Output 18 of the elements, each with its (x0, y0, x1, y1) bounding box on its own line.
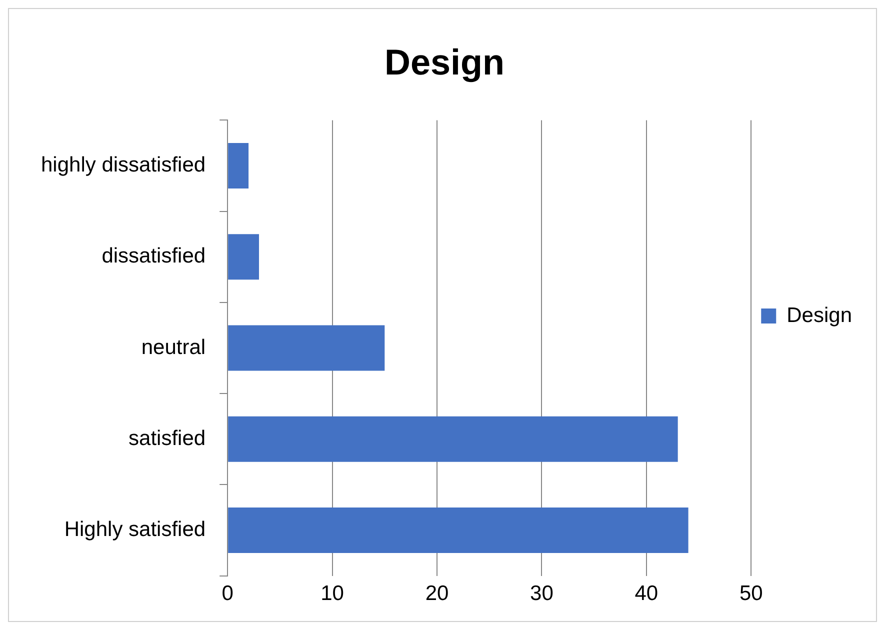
x-tick-label: 30 (530, 582, 554, 606)
x-tick-label: 40 (634, 582, 658, 606)
y-tick-label: dissatisfied (102, 244, 206, 268)
y-tick-label: neutral (141, 336, 206, 359)
chart-title: Design (384, 42, 505, 83)
y-tick-label: satisfied (128, 426, 206, 450)
bar (228, 325, 385, 371)
y-tick-label: Highly satisfied (64, 518, 206, 542)
bar (228, 142, 249, 189)
bar (228, 507, 688, 554)
y-tick-label: highly dissatisfied (40, 154, 206, 177)
legend-label: Design (786, 304, 852, 327)
x-tick-label: 20 (425, 582, 449, 606)
x-tick-label: 50 (739, 582, 763, 606)
x-tick-label: 10 (320, 582, 344, 606)
x-tick-label: 0 (222, 582, 234, 606)
bar (228, 234, 259, 280)
bar (228, 416, 678, 462)
